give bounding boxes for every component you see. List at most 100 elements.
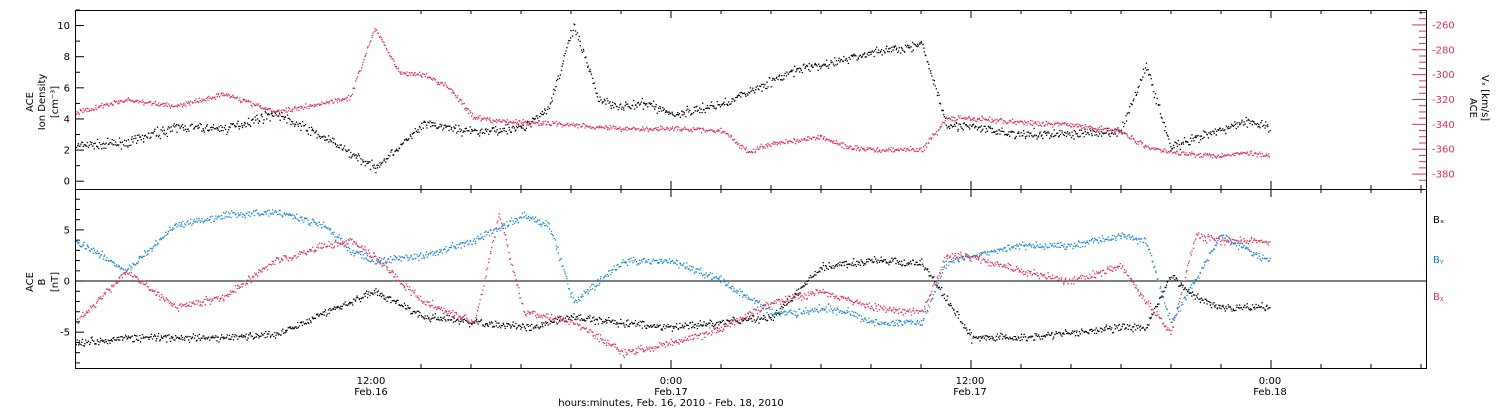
data-point (671, 127, 673, 129)
data-point (1001, 130, 1004, 132)
data-point (308, 108, 310, 110)
data-point (259, 107, 262, 109)
data-point (383, 295, 385, 297)
data-point (856, 59, 858, 61)
data-point (249, 333, 251, 335)
data-point (1003, 120, 1005, 122)
data-point (168, 103, 170, 105)
data-point (841, 142, 843, 144)
data-point (895, 262, 897, 265)
data-point (253, 210, 255, 213)
data-point (347, 94, 350, 97)
data-point (521, 126, 523, 128)
data-point (869, 51, 871, 53)
data-point (838, 143, 840, 145)
data-point (857, 147, 859, 149)
data-point (88, 110, 90, 112)
data-point (418, 259, 420, 261)
data-point (806, 64, 808, 66)
data-point (714, 132, 716, 134)
data-point (469, 326, 471, 328)
data-point (122, 268, 124, 270)
data-point (956, 118, 958, 121)
data-point (555, 248, 558, 250)
data-point (1035, 122, 1037, 124)
data-point (1099, 129, 1101, 131)
data-point (1133, 138, 1135, 141)
data-point (413, 73, 415, 75)
data-point (220, 218, 222, 220)
data-point (1001, 119, 1003, 121)
data-point (206, 338, 208, 340)
data-point (261, 116, 263, 118)
data-point (194, 101, 196, 103)
data-point (664, 111, 667, 113)
data-point (293, 327, 295, 330)
data-point (808, 136, 810, 138)
data-point (408, 138, 410, 140)
data-point (632, 322, 634, 325)
data-point (203, 129, 205, 132)
data-point (864, 263, 867, 265)
data-point (183, 104, 185, 107)
data-point (514, 217, 516, 220)
data-point (642, 258, 645, 260)
data-point (817, 69, 819, 71)
data-point (782, 307, 784, 309)
data-point (797, 140, 799, 142)
data-point (557, 123, 559, 125)
data-point (354, 87, 356, 90)
data-point (550, 101, 552, 104)
data-point (1182, 141, 1184, 143)
data-point (201, 337, 203, 339)
data-point (298, 109, 300, 112)
data-point (778, 74, 781, 76)
data-point (791, 141, 793, 143)
data-point (1148, 317, 1151, 319)
data-point (1248, 154, 1250, 156)
data-point (81, 246, 83, 248)
data-point (700, 267, 702, 269)
data-point (547, 121, 549, 123)
data-point (397, 150, 399, 152)
data-point (560, 257, 563, 259)
data-point (1259, 153, 1261, 155)
data-point (314, 103, 316, 105)
data-point (970, 332, 972, 334)
data-point (864, 56, 866, 58)
data-point (699, 111, 701, 114)
data-point (266, 333, 268, 335)
data-point (306, 107, 308, 109)
data-point (257, 104, 259, 106)
data-point (1192, 152, 1194, 155)
data-point (390, 262, 392, 264)
data-point (649, 103, 652, 105)
data-point (1108, 133, 1110, 135)
data-point (975, 126, 977, 128)
data-point (749, 318, 751, 320)
data-point (325, 226, 327, 228)
data-point (979, 340, 981, 342)
data-point (372, 32, 374, 34)
data-point (691, 321, 694, 323)
data-point (136, 262, 138, 264)
data-point (823, 136, 825, 138)
data-point (272, 213, 274, 215)
data-point (496, 121, 498, 123)
data-point (326, 101, 328, 103)
data-point (359, 298, 361, 300)
data-point (1004, 134, 1006, 136)
data-point (365, 160, 367, 162)
data-point (561, 65, 563, 67)
data-point (518, 217, 521, 219)
data-point (733, 139, 735, 141)
data-point (1252, 154, 1254, 156)
data-point (150, 248, 152, 250)
data-point (772, 319, 775, 321)
data-point (512, 125, 514, 127)
data-point (97, 106, 99, 109)
data-point (156, 104, 158, 106)
data-point (292, 218, 294, 220)
data-point (858, 150, 860, 152)
data-point (690, 114, 692, 116)
